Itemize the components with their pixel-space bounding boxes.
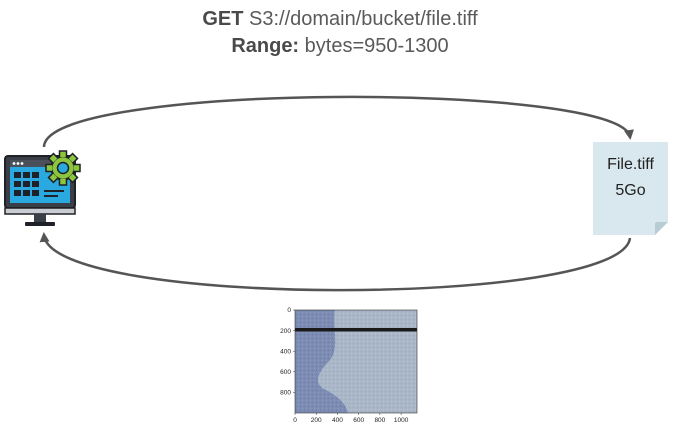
x-tick-label: 200 bbox=[311, 417, 322, 424]
y-tick-label: 0 bbox=[287, 307, 291, 314]
request-url: S3://domain/bucket/file.tiff bbox=[249, 8, 478, 30]
request-arrow bbox=[42, 95, 634, 148]
plot-axes: 0 200 400 600 800 1000 0 200 400 600 800 bbox=[280, 307, 409, 424]
response-arrow bbox=[39, 232, 632, 292]
x-tick-label: 1000 bbox=[394, 417, 409, 424]
y-tick-label: 400 bbox=[280, 348, 291, 355]
y-tick-label: 200 bbox=[280, 328, 291, 335]
x-tick-label: 600 bbox=[353, 417, 364, 424]
y-tick-label: 800 bbox=[280, 390, 291, 397]
image-stripe bbox=[295, 328, 417, 332]
raster-tile-plot: 0 200 400 600 800 1000 0 200 400 600 800 bbox=[280, 307, 418, 424]
y-tick-label: 600 bbox=[280, 369, 291, 376]
x-tick-label: 0 bbox=[293, 417, 297, 424]
request-line: GET S3://domain/bucket/file.tiff bbox=[0, 6, 680, 33]
computer-settings-icon bbox=[4, 150, 81, 226]
file-label: File.tiff 5Go bbox=[593, 152, 668, 204]
http-method: GET bbox=[202, 8, 244, 30]
plot-image bbox=[294, 309, 418, 414]
range-label: Range: bbox=[231, 35, 300, 57]
range-value: bytes=950-1300 bbox=[304, 35, 449, 57]
range-line: Range: bytes=950-1300 bbox=[0, 33, 680, 60]
file-size: 5Go bbox=[615, 182, 646, 199]
file-document-icon bbox=[593, 142, 668, 235]
request-header: GET S3://domain/bucket/file.tiff Range: … bbox=[0, 6, 680, 60]
x-tick-label: 400 bbox=[332, 417, 343, 424]
file-name: File.tiff bbox=[607, 156, 654, 173]
x-tick-label: 800 bbox=[374, 417, 385, 424]
